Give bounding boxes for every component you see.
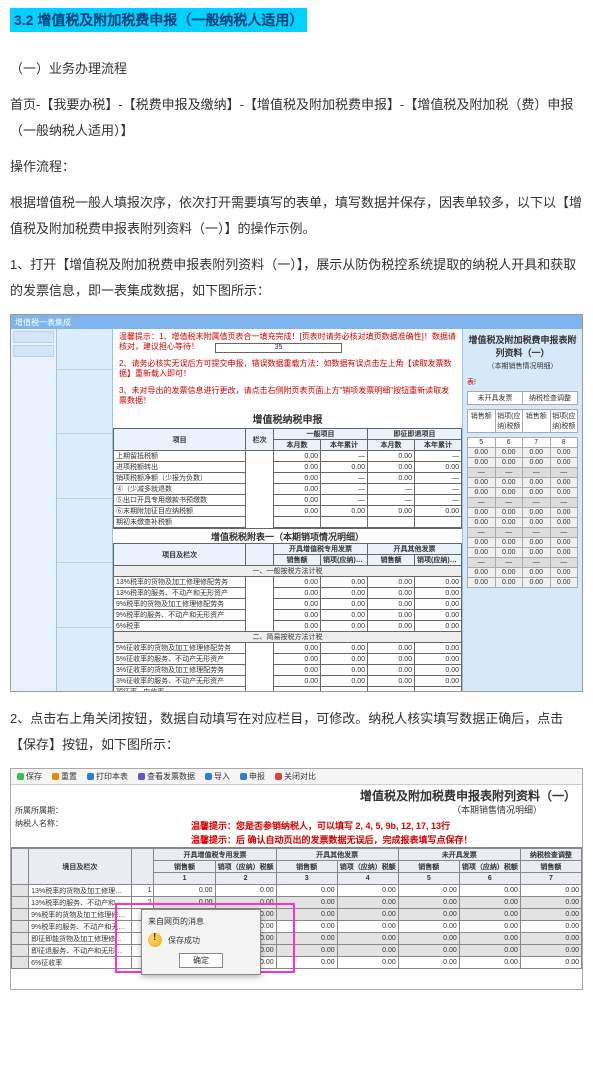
section-title: 3.2 增值税及附加税费申报（一般纳税人适用） — [10, 8, 307, 32]
shot1-right-strip: 增值税及附加税费申报表附列资料（一） （本期销售情况明细） 表! 未开具发票纳税… — [462, 329, 582, 691]
para-op-desc: 根据增值税一般人填报次序，依次打开需要填写的表单，填写数据并保存，因表单较多，以… — [10, 190, 583, 242]
rs-grid: 未开具发票纳税检查调整销售额销项(应纳)税额销售额销项(应纳)税额56780.0… — [467, 391, 578, 588]
dialog-ok-button[interactable]: 确定 — [179, 953, 223, 968]
shot2-grid: 境目及栏次开具增值税专用发票开具其他发票未开具发票纳税检查调整销售额销项（应纳）… — [11, 847, 582, 969]
shot1-tableB-title: 增值税税附表一（本期销项情况明细） — [113, 528, 462, 543]
shot1-left-panel — [11, 329, 57, 691]
para-op-heading: 操作流程： — [10, 154, 583, 180]
shot1-title: 增值税一表集成 — [15, 317, 71, 328]
shot2-dialog: 来自网页的消息 保存成功 确定 — [141, 909, 261, 975]
toolbar-button[interactable]: 打印本表 — [87, 771, 128, 782]
shot1-titlebar: 增值税一表集成 — [11, 315, 582, 329]
left-col2-block — [57, 369, 112, 433]
toolbar-button[interactable]: 申报 — [240, 771, 265, 782]
rs-note: 表! — [467, 377, 578, 387]
para-step2: 2、点击右上角关闭按钮，数据自动填写在对应栏目，可修改。纳税人核实填写数据正确后… — [10, 706, 583, 758]
shot1-tableA: 项目栏次一般项目即征即退项目本月数本年累计本月数本年累计上期留抵税额130.00… — [113, 428, 462, 528]
shot1-left-col2 — [57, 329, 113, 691]
shot2-table: 境目及栏次开具增值税专用发票开具其他发票未开具发票纳税检查调整销售额销项（应纳）… — [11, 848, 582, 969]
toolbar-button[interactable]: 保存 — [17, 771, 42, 782]
shot2-red1: 温馨提示：您是否参销纳税人，可以填写 2, 4, 5, 9b, 12, 17, … — [191, 819, 450, 832]
left-col2-block — [57, 433, 112, 497]
screenshot-2: 保存重置打印本表查看发票数据导入申报关闭对比 增值税及附加税费申报表附列资料（一… — [10, 768, 583, 990]
left-col2-block — [57, 498, 112, 562]
shot2-label-period: 所属所属期： — [15, 805, 63, 818]
shot2-sub: （本期销售情况明细） — [452, 803, 542, 816]
shot1-tableB: 项目及栏次开具增值税专用发票开具其他发票销售额销项(应纳)税额销售额销项(应纳)… — [113, 543, 462, 691]
shot2-title: 增值税及附加税费申报表附列资料（一） — [360, 787, 576, 804]
shot1-warn2: 2、请务必核实无误后方可提交申报，错误数据重载方法：如数据有误点击左上角【读取发… — [113, 356, 462, 383]
shot2-left-labels: 所属所属期： 纳税人名称： — [15, 805, 63, 831]
para-process-heading: （一）业务办理流程 — [10, 56, 583, 82]
dialog-title: 来自网页的消息 — [148, 916, 254, 927]
para-step1: 1、打开【增值税及附加税费申报表附列资料（一）】，展示从防伪税控系统提取的纳税人… — [10, 252, 583, 304]
rs-title: 增值税及附加税费申报表附列资料（一） — [467, 333, 578, 359]
shot2-red2: 温馨提示：后 确认自动页出的发票数据无误后，完成报表填写点保存！ — [191, 833, 473, 846]
left-panel-item[interactable] — [13, 345, 54, 357]
rs-sub: （本期销售情况明细） — [467, 361, 578, 371]
para-nav-path: 首页-【我要办税】-【税费申报及缴纳】-【增值税及附加税费申报】-【增值税及附加… — [10, 92, 583, 144]
left-col2-block — [57, 562, 112, 626]
toolbar-button[interactable]: 导入 — [205, 771, 230, 782]
left-col2-block — [57, 627, 112, 691]
shot1-tableA-title: 增值税纳税申报 — [113, 411, 462, 426]
left-panel-item[interactable] — [13, 331, 54, 343]
shot1-center: 温馨提示：1、增值税末附属值页表合一填充完成！[页表时请务必核对填页数据准确性]… — [113, 329, 462, 691]
shot2-toolbar: 保存重置打印本表查看发票数据导入申报关闭对比 — [11, 769, 582, 785]
screenshot-1: 增值税一表集成 温馨提示：1、增值税末附属值页表合一填充完成！[页表时请务必核对… — [10, 314, 583, 692]
dialog-message: 保存成功 — [168, 935, 200, 946]
toolbar-button[interactable]: 关闭对比 — [275, 771, 316, 782]
toolbar-button[interactable]: 查看发票数据 — [138, 771, 195, 782]
shot2-label-payer: 纳税人名称： — [15, 818, 63, 831]
shot1-warn3: 3、未对导出的发票信息进行更改，请点击右侧附页表页面上方"销项发票明细"按钮重新… — [113, 383, 462, 410]
toolbar-button[interactable]: 重置 — [52, 771, 77, 782]
warning-icon — [148, 933, 162, 947]
